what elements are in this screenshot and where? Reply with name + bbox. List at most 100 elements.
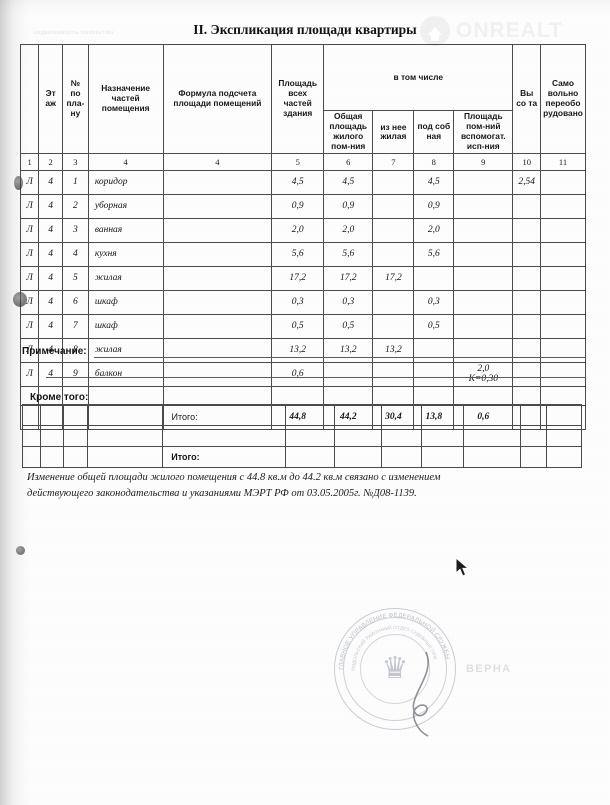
row-zhilaya (372, 217, 415, 243)
row-etazh: 4 (38, 313, 64, 339)
row-vysota (512, 241, 541, 267)
row-vspomogat (453, 169, 514, 195)
stamp-text-svg: ГЛАВНОЕ УПРАВЛЕНИЕ ФЕДЕРАЛЬНОЙ СЛУЖБЫ СУ… (334, 608, 451, 671)
cell-empty (162, 404, 286, 426)
row-podsobnaya: 2,0 (413, 217, 455, 243)
margin-punch-mark-1 (14, 176, 23, 190)
row-obshaya: 5,6 (323, 241, 374, 267)
additional-total-row: Итого: (22, 446, 582, 468)
row-vseh: 13,2 (271, 337, 325, 363)
colnum-2: 2 (38, 152, 64, 171)
row-obshaya (323, 361, 374, 387)
row-vspomogat: 2,0 К=0,30 (453, 361, 514, 387)
cell-empty (284, 425, 336, 447)
row-podsobnaya: 0,5 (413, 313, 455, 339)
blank-cell (162, 385, 273, 406)
header-zhilaya: из нее жилая (372, 110, 415, 154)
row-vysota (512, 361, 541, 387)
row-zhilaya (372, 241, 415, 267)
cell-empty (334, 404, 382, 426)
cell-empty (463, 425, 522, 447)
row-zhilaya: 13,2 (372, 337, 415, 363)
row-litera: Л (19, 217, 40, 243)
header-obshaya: Общая площадь жилого пом-ния (323, 110, 374, 154)
row-vysota (512, 217, 541, 243)
blank-cell (372, 385, 415, 406)
row-etazh: 4 (38, 289, 64, 315)
cell-empty (284, 446, 336, 468)
cell-empty (421, 446, 465, 468)
row-vspomogat (453, 265, 514, 291)
statement-line-1: Изменение общей площади жилого помещения… (27, 472, 441, 483)
header-vysota: Вы со та (512, 44, 541, 154)
colnum-5: 4 (162, 152, 273, 171)
row-vspomogat (453, 193, 514, 219)
row-etazh: 4 (38, 361, 64, 387)
cell-empty (63, 425, 88, 447)
header-zhilaya-label: жилая (380, 130, 407, 141)
row-vseh: 2,0 (271, 217, 325, 243)
table-row: Л 4 7 шкаф 0,5 0,5 0,5 (19, 313, 586, 339)
row-litera: Л (19, 361, 40, 387)
row-vseh: 0,5 (271, 313, 325, 339)
signature-mark (412, 651, 429, 737)
header-etazh: Эт аж (38, 44, 64, 154)
cell-empty (520, 446, 548, 468)
row-formula (162, 193, 273, 219)
row-num: 5 (62, 265, 89, 291)
colnum-3: 3 (62, 152, 89, 171)
row-litera: Л (19, 313, 40, 339)
row-samovolno (540, 265, 586, 291)
row-podsobnaya: 0,3 (413, 289, 455, 315)
row-num: 8 (62, 337, 89, 363)
header-iz-nee: из нее (380, 122, 407, 132)
row-num: 6 (62, 289, 89, 315)
row-podsobnaya (413, 265, 455, 291)
row-vysota (512, 265, 541, 291)
header-v-tom-chisle: в том числе (323, 44, 514, 111)
row-obshaya: 0,3 (323, 289, 374, 315)
row-samovolno (540, 193, 586, 219)
stamp-outer-text: ГЛАВНОЕ УПРАВЛЕНИЕ ФЕДЕРАЛЬНОЙ СЛУЖБЫ СУ… (334, 608, 451, 670)
additional-itogo-label: Итого: (162, 446, 286, 468)
cell-empty (380, 404, 423, 426)
row-litera: Л (19, 193, 40, 219)
row-samovolno (540, 361, 586, 387)
row-name: жилая (87, 337, 164, 363)
row-name: шкаф (87, 313, 164, 339)
row-podsobnaya (413, 337, 455, 363)
row-obshaya: 0,9 (323, 193, 374, 219)
header-samovolno: Само вольно переобо рудовано (540, 44, 586, 154)
row-zhilaya (372, 313, 415, 339)
row-zhilaya (372, 289, 415, 315)
row-vseh: 5,6 (271, 241, 325, 267)
row-samovolno (540, 169, 586, 195)
row-etazh: 4 (38, 193, 64, 219)
primechanie-label: Примечание: (22, 346, 87, 357)
cell-empty (421, 425, 465, 447)
cell-empty (22, 446, 41, 468)
cell-empty (63, 446, 88, 468)
row-obshaya: 13,2 (323, 337, 374, 363)
row-litera: Л (19, 241, 40, 267)
row-name: ванная (87, 217, 164, 243)
cell-empty (39, 404, 65, 426)
table-body: Л 4 1 коридор 4,5 4,5 4,5 2,54 Л 4 2 уборная 0,9 0,9 0… (19, 169, 586, 387)
cell-empty (380, 425, 423, 447)
row-vseh: 0,6 (271, 361, 325, 387)
colnum-11: 10 (512, 152, 541, 171)
row-podsobnaya: 5,6 (413, 241, 455, 267)
row-podsobnaya: 0,9 (413, 193, 455, 219)
explication-table: Эт аж № по пла- ну Назначение частей пом… (19, 44, 586, 430)
row-num: 7 (62, 313, 89, 339)
colnum-9: 8 (413, 152, 455, 171)
row-num: 2 (62, 193, 89, 219)
cell-empty (22, 425, 41, 447)
additional-table-row (22, 425, 582, 447)
row-samovolno (540, 337, 586, 363)
row-etazh: 4 (38, 265, 64, 291)
cell-empty (546, 446, 582, 468)
row-zhilaya (372, 169, 415, 195)
additional-table-wrapper: Итого: (22, 404, 582, 468)
cell-empty (39, 446, 65, 468)
